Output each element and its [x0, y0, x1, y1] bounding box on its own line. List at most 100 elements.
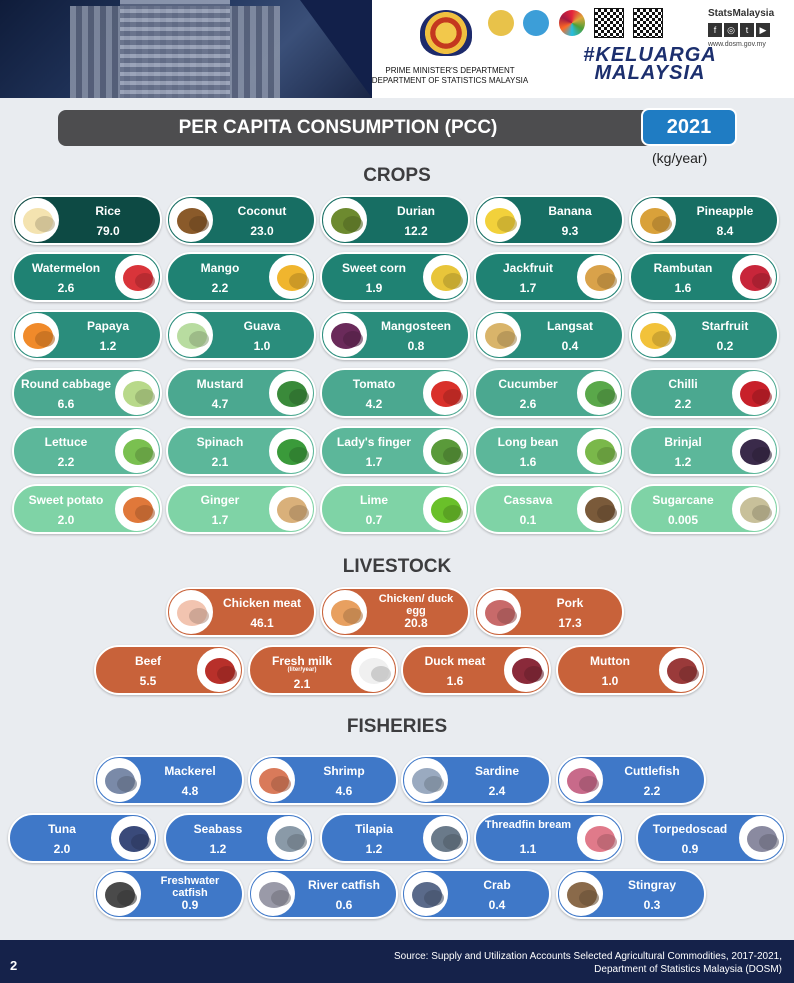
qr-code-icon[interactable] — [632, 8, 663, 38]
duck-meat-icon — [504, 648, 548, 692]
crop-item-value: 0.1 — [519, 513, 537, 527]
fisheries-item: River catfish 0.6 — [248, 869, 398, 919]
qr-code-icon[interactable] — [594, 8, 625, 38]
fisheries-item-name: Seabass — [193, 822, 243, 836]
crop-item-value: 0.2 — [716, 339, 734, 353]
fisheries-item: Stingray 0.3 — [556, 869, 706, 919]
cuttlefish-icon — [559, 758, 603, 802]
twitter-icon[interactable]: t — [740, 23, 754, 37]
campaign-logo: #KELUARGA MALAYSIA — [583, 44, 717, 84]
instagram-icon[interactable]: ◎ — [724, 23, 738, 37]
livestock-item-name: Duck meat — [424, 654, 486, 668]
anniversary-logo-icon — [488, 10, 514, 36]
crop-item: Mangosteen 0.8 — [320, 310, 470, 360]
mackerel-icon — [97, 758, 141, 802]
round-cabbage-icon — [115, 371, 159, 415]
youtube-icon[interactable]: ▶ — [756, 23, 770, 37]
crop-item-name: Rambutan — [653, 261, 713, 275]
crop-item-value: 0.8 — [407, 339, 425, 353]
fisheries-item-value: 4.6 — [335, 784, 353, 798]
crop-item-value: 1.2 — [674, 455, 692, 469]
crop-item-value: 1.7 — [365, 455, 383, 469]
livestock-item: Fresh milk (liter/year) 2.1 — [248, 645, 398, 695]
cucumber-icon — [577, 371, 621, 415]
fisheries-item-value: 2.2 — [643, 784, 661, 798]
crop-item-value: 1.6 — [674, 281, 692, 295]
stats-malaysia-block: StatsMalaysia f ◎ t ▶ www.dosm.gov.my — [708, 8, 788, 68]
crop-item-name: Guava — [243, 319, 281, 333]
crop-item-name: Lettuce — [44, 435, 88, 449]
crop-item-value: 8.4 — [716, 224, 734, 238]
rice-icon — [15, 198, 59, 242]
fisheries-item: Freshwater catfish 0.9 — [94, 869, 244, 919]
stingray-icon — [559, 872, 603, 916]
tomato-icon — [423, 371, 467, 415]
fisheries-item-name: Mackerel — [164, 764, 216, 778]
crop-item-value: 12.2 — [404, 224, 428, 238]
crop-item-value: 2.2 — [211, 281, 229, 295]
stats-brand: StatsMalaysia — [708, 8, 775, 19]
fisheries-item-value: 1.2 — [365, 842, 383, 856]
crop-item: Watermelon 2.6 — [12, 252, 162, 302]
crop-item: Lady's finger 1.7 — [320, 426, 470, 476]
fisheries-item-name: River catfish — [307, 878, 381, 892]
cassava-icon — [577, 487, 621, 531]
fisheries-item: Tilapia 1.2 — [320, 813, 470, 863]
chilli-icon — [732, 371, 776, 415]
fisheries-item-name: Tuna — [48, 822, 76, 836]
crop-item-value: 79.0 — [96, 224, 120, 238]
livestock-item-name: Chicken meat — [222, 596, 302, 610]
fisheries-item-name: Torpedoscad — [652, 822, 728, 836]
crop-item-name: Cucumber — [498, 377, 558, 391]
fisheries-item-name: Crab — [483, 878, 511, 892]
crop-item-name: Tomato — [352, 377, 396, 391]
crop-item-name: Spinach — [196, 435, 244, 449]
fisheries-item: Crab 0.4 — [401, 869, 551, 919]
crop-item-name: Sweet potato — [28, 493, 104, 507]
dept-line-1: PRIME MINISTER'S DEPARTMENT — [385, 66, 515, 75]
dept-line-2: DEPARTMENT OF STATISTICS MALAYSIA — [371, 76, 529, 85]
chicken-meat-icon — [169, 590, 213, 634]
tilapia-icon — [423, 816, 467, 860]
stats-url[interactable]: www.dosm.gov.my — [708, 41, 766, 48]
livestock-item: Duck meat 1.6 — [401, 645, 551, 695]
threadfin-bream-icon — [577, 816, 621, 860]
fisheries-item: Shrimp 4.6 — [248, 755, 398, 805]
crop-item-value: 1.7 — [519, 281, 537, 295]
crop-item: Sugarcane 0.005 — [629, 484, 779, 534]
source-line-2: Department of Statistics Malaysia (DOSM) — [594, 964, 782, 975]
sardine-icon — [404, 758, 448, 802]
crop-item: Brinjal 1.2 — [629, 426, 779, 476]
crop-item: Mustard 4.7 — [166, 368, 316, 418]
crop-item: Guava 1.0 — [166, 310, 316, 360]
beef-icon — [197, 648, 241, 692]
crab-icon — [404, 872, 448, 916]
fisheries-item-value: 0.9 — [681, 842, 699, 856]
seabass-icon — [267, 816, 311, 860]
livestock-item-value: 1.0 — [601, 674, 619, 688]
mango-icon — [269, 255, 313, 299]
livestock-item-name: Fresh milk (liter/year) — [254, 655, 350, 674]
crop-item: Banana 9.3 — [474, 195, 624, 245]
dosm-identity: PRIME MINISTER'S DEPARTMENT DEPARTMENT O… — [372, 0, 528, 98]
crop-item: Lime 0.7 — [320, 484, 470, 534]
fisheries-item-value: 0.9 — [181, 898, 199, 912]
sdg-wheel-icon — [558, 10, 585, 36]
crop-item: Jackfruit 1.7 — [474, 252, 624, 302]
crop-item-value: 0.4 — [561, 339, 579, 353]
crop-item: Sweet corn 1.9 — [320, 252, 470, 302]
crop-item-name: Ginger — [200, 493, 240, 507]
facebook-icon[interactable]: f — [708, 23, 722, 37]
header-banner: PRIME MINISTER'S DEPARTMENT DEPARTMENT O… — [0, 0, 794, 98]
partner-logos — [488, 8, 708, 48]
crop-item: Ginger 1.7 — [166, 484, 316, 534]
fisheries-item-name: Sardine — [474, 764, 519, 778]
coconut-icon — [169, 198, 213, 242]
fisheries-item: Torpedoscad 0.9 — [636, 813, 786, 863]
livestock-item: Chicken/ duck egg 20.8 — [320, 587, 470, 637]
fisheries-item: Mackerel 4.8 — [94, 755, 244, 805]
fisheries-item-name: Shrimp — [323, 764, 365, 778]
crop-item-name: Starfruit — [701, 319, 749, 333]
crop-item-value: 2.0 — [57, 513, 75, 527]
crop-item-value: 2.1 — [211, 455, 229, 469]
